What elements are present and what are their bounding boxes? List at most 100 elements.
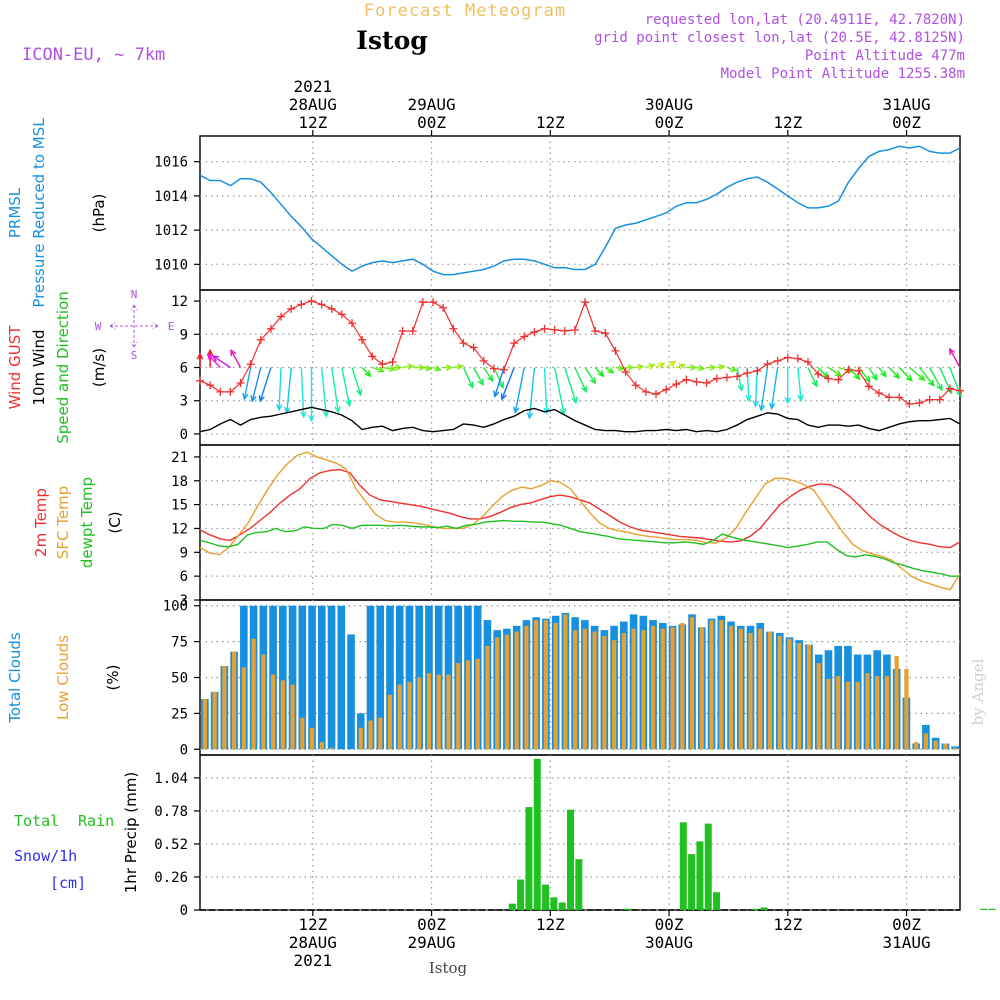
point-altitude: Point Altitude 477m (805, 48, 965, 64)
wind-gust-marker (236, 379, 245, 387)
low-cloud-bar (329, 747, 334, 750)
wind-ytick-label: 6 (180, 361, 188, 377)
low-cloud-bar (621, 633, 626, 750)
wind-gust-marker (216, 387, 225, 396)
clouds-ylabel: Total Clouds (6, 632, 24, 724)
chart-title: Forecast Meteogram (364, 1, 566, 21)
low-cloud-bar (641, 630, 646, 750)
model-altitude: Model Point Altitude 1255.38m (721, 66, 965, 82)
wind-arrow-head (871, 373, 878, 382)
wind-ytick-label: 9 (180, 327, 188, 343)
wind-gust-marker (256, 335, 265, 344)
wind-arrow-head (745, 394, 752, 403)
temperature-ytick-label: 6 (180, 569, 188, 585)
low-cloud-bar (368, 720, 373, 750)
wind-gust-marker (418, 298, 427, 307)
precip-bar (704, 823, 712, 910)
precip-ytick-label: 0.78 (154, 804, 188, 820)
temperature-ylabel: dewpt Temp (78, 477, 96, 568)
requested-location: requested lon,lat (20.4911E, 42.7820N) (645, 12, 965, 28)
precip-bar (688, 854, 696, 910)
wind-gust-marker (722, 373, 731, 382)
low-cloud-bar (602, 635, 607, 750)
wind-arrow-head (543, 407, 550, 415)
wind-arrow-head (678, 363, 687, 370)
wind-arrow (372, 366, 384, 372)
low-cloud-bar (563, 614, 568, 750)
wind-arrow (212, 355, 231, 369)
wind-arrow-head (308, 414, 315, 423)
wind-ylabel: Speed and Direction (54, 291, 72, 444)
low-cloud-bar (426, 673, 432, 750)
temperature-ytick-label: 3 (180, 593, 188, 609)
wind-gust-marker (388, 357, 397, 366)
low-cloud-bar (241, 667, 246, 750)
clouds-ytick-label: 100 (163, 599, 188, 615)
wind-gust-marker (601, 329, 610, 338)
wind-arrow-head (698, 364, 706, 372)
low-cloud-bar (485, 645, 490, 750)
precip-bar (679, 822, 687, 910)
wind-arrow-head (690, 364, 698, 371)
wind-gust-marker (814, 370, 823, 379)
wind-arrow-head (648, 363, 656, 370)
low-cloud-bar (787, 638, 792, 750)
low-cloud-bar (524, 625, 529, 750)
precip-ylabel: 1hr Precip (mm) (122, 772, 140, 893)
precip-bar (525, 807, 533, 910)
wind-arrow (361, 367, 371, 377)
wind-gust-marker (834, 375, 843, 384)
top-time-label: 00Z (655, 113, 684, 132)
precip-ytick-label: 0 (180, 903, 188, 919)
wind-arrow-head (928, 379, 935, 387)
wind-arrow (351, 367, 362, 396)
wind-gust-marker (358, 335, 367, 344)
wind-gust-marker (510, 339, 519, 348)
wind-gust-marker (783, 353, 792, 362)
wind-gust-marker (449, 324, 458, 333)
wind-arrow (553, 367, 565, 415)
low-cloud-bar (738, 628, 743, 750)
wind-arrow (817, 367, 829, 379)
precip-ytick-label: 1.04 (154, 771, 188, 787)
wind-arrow-head (949, 347, 956, 356)
temp-dewpt-line (199, 519, 960, 577)
precip-bar (760, 907, 768, 910)
precip-bar (751, 908, 759, 910)
pressure-ylabel: PRMSL (6, 187, 24, 238)
temperature-ylabel: 2m Temp (32, 488, 50, 557)
station-name: Istog (356, 26, 427, 55)
wind-arrow-head (581, 385, 587, 394)
pressure-ylabel: Pressure Reduced to MSL (30, 118, 48, 308)
low-cloud-bar (826, 678, 831, 750)
low-cloud-bar (504, 634, 510, 750)
low-cloud-bar (680, 622, 685, 750)
wind-gust-marker (550, 325, 559, 334)
wind-gust-marker (621, 367, 630, 376)
wind-gust-marker (459, 339, 468, 348)
wind-gust-marker (692, 377, 701, 386)
top-time-label: 29AUG (407, 95, 455, 114)
temperature-ytick-label: 15 (171, 498, 188, 514)
wind-gust-marker (439, 303, 448, 312)
bottom-station-label: Istog (429, 959, 468, 977)
wind-arrow-head (230, 348, 237, 357)
wind-gust-marker (925, 395, 934, 404)
temperature-ytick-label: 12 (171, 521, 188, 537)
low-cloud-bar (777, 635, 782, 750)
wind-arrow (207, 353, 221, 368)
wind-gust-marker (611, 346, 620, 355)
low-cloud-bar (407, 681, 412, 750)
wind-gust-marker (581, 298, 590, 307)
wind-arrow-head (880, 370, 887, 378)
low-cloud-bar (923, 733, 928, 750)
wind-gust-marker (570, 325, 579, 334)
total-cloud-bar (376, 605, 385, 750)
wind-arrow-head (571, 396, 578, 405)
legend-snow-unit: [cm] (50, 874, 86, 892)
wind-gust-marker (368, 352, 377, 361)
wind-gust-marker (763, 360, 772, 369)
wind-arrow-head (334, 405, 341, 414)
wind-gust-line (199, 300, 961, 405)
